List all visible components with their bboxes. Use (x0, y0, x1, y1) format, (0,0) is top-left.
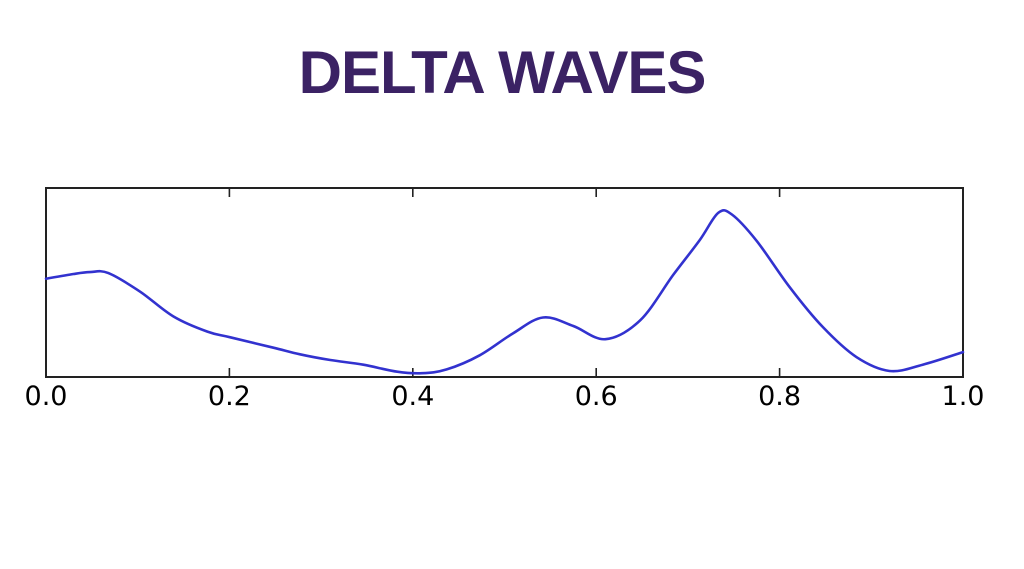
x-tick-label: 0.2 (208, 381, 251, 412)
x-tick-label: 0.0 (25, 381, 68, 412)
plot-frame (45, 187, 964, 378)
chart-title: DELTA WAVES (298, 39, 707, 106)
delta-wave-line (44, 209, 965, 375)
x-tick-label: 0.4 (391, 381, 434, 412)
x-tick-label: 1.0 (942, 381, 985, 412)
x-tick-label: 0.6 (575, 381, 618, 412)
x-tick-label: 0.8 (758, 381, 801, 412)
